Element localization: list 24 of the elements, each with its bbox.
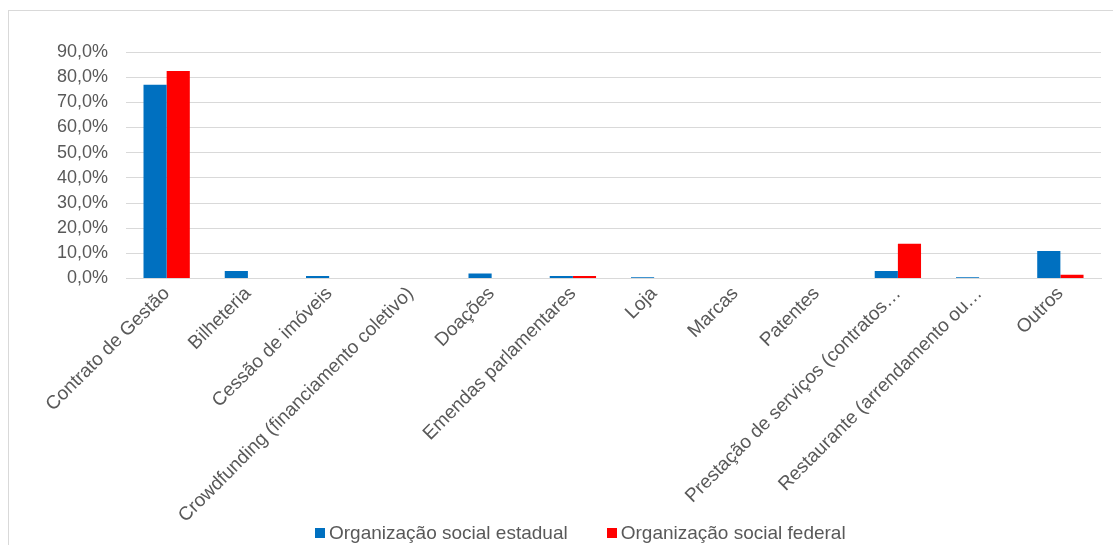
bar: [549, 275, 573, 278]
bar: [306, 275, 330, 278]
x-tick-label: Loja: [620, 281, 661, 323]
bar: [1060, 274, 1084, 278]
y-tick-label: 70,0%: [56, 91, 109, 112]
bar: [1037, 251, 1061, 278]
y-tick-label: 60,0%: [56, 116, 109, 137]
y-tick-label: 0,0%: [67, 267, 109, 288]
bar: [143, 84, 167, 278]
y-tick-label: 20,0%: [56, 217, 109, 238]
y-tick-label: 30,0%: [56, 191, 109, 212]
legend-label: Organização social federal: [620, 522, 846, 543]
y-tick-label: 50,0%: [56, 141, 109, 162]
bar: [166, 70, 190, 278]
legend-label: Organização social estadual: [329, 522, 568, 543]
bar: [468, 273, 492, 278]
bar: [572, 275, 597, 278]
y-tick-label: 40,0%: [56, 166, 109, 187]
bar: [874, 270, 898, 278]
y-tick-label: 80,0%: [56, 66, 109, 87]
bar: [897, 243, 922, 278]
y-tick-label: 10,0%: [56, 242, 109, 263]
y-tick-label: 90,0%: [56, 40, 109, 61]
bar: [224, 270, 248, 278]
